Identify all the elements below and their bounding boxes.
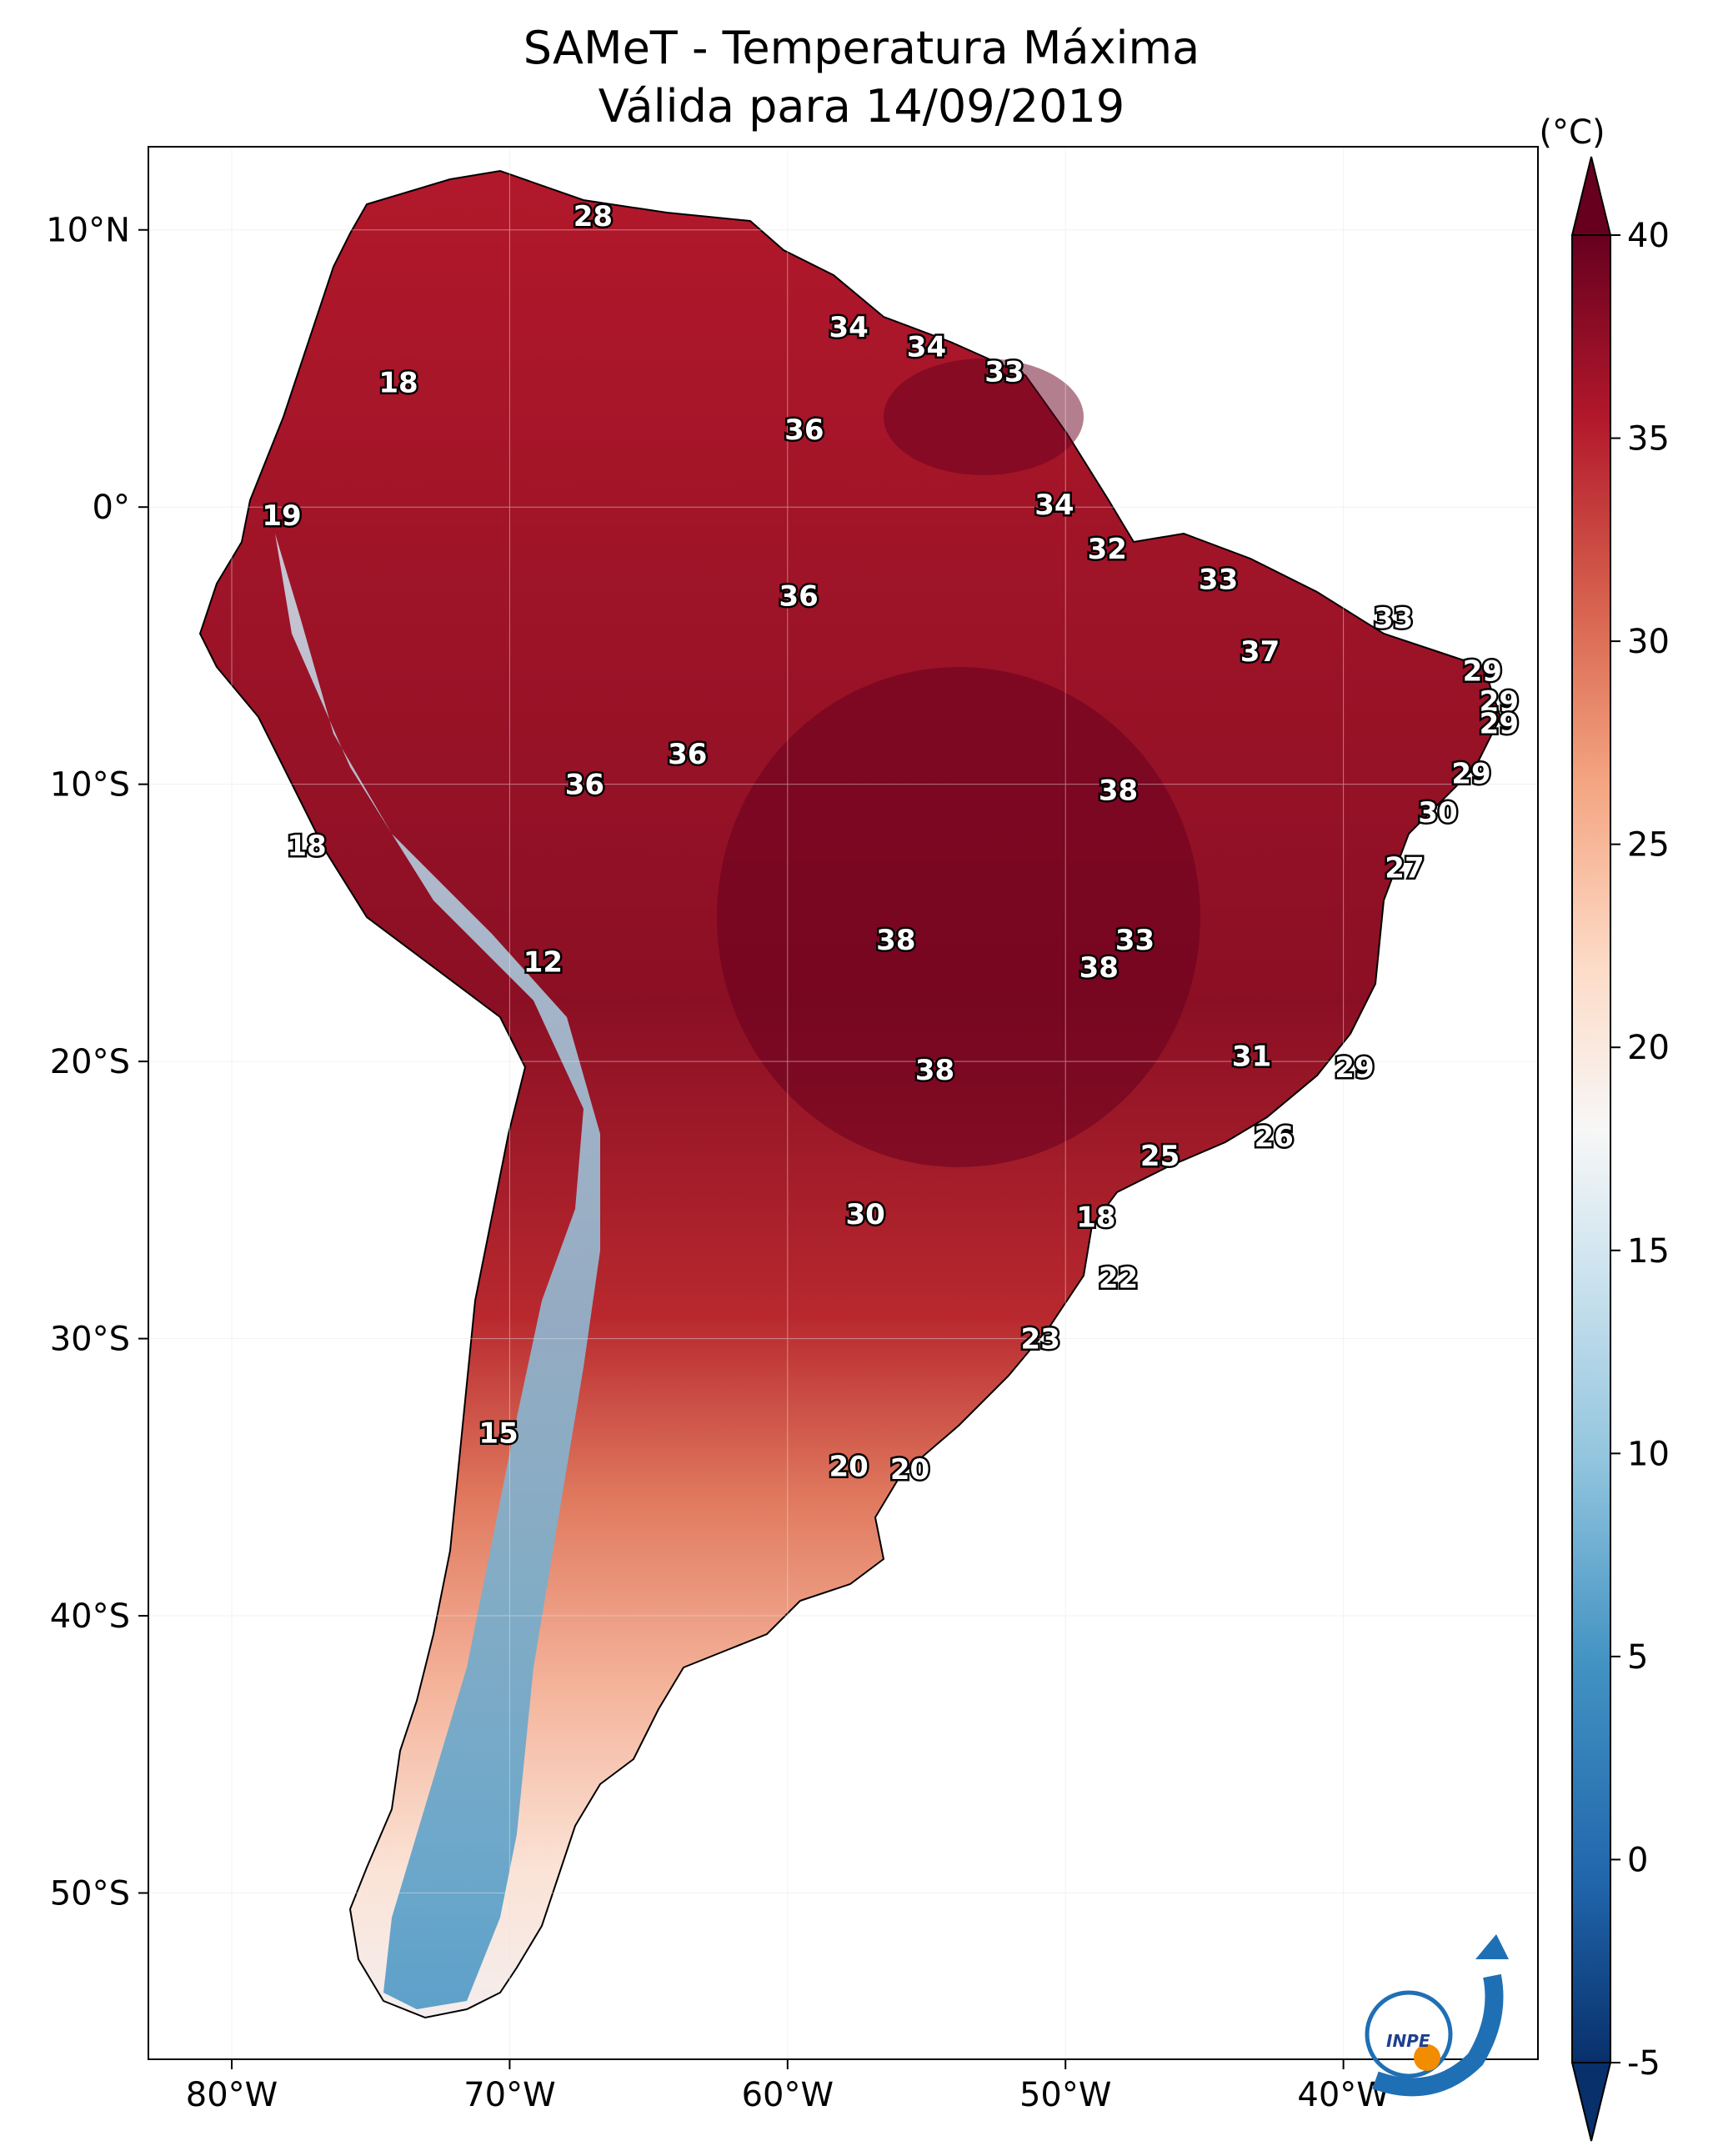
temperature-value-label: 36: [565, 769, 604, 802]
lat-tick-label: 40°S: [50, 1597, 130, 1636]
temperature-value-label: 33: [984, 355, 1024, 389]
hot-core-region: [717, 667, 1200, 1167]
temperature-value-label: 36: [784, 414, 824, 447]
temperature-value-label: 30: [846, 1198, 885, 1231]
lat-tick-label: 10°S: [50, 766, 130, 805]
temperature-value-label: 27: [1385, 851, 1424, 885]
lat-tick-label: 0°: [93, 489, 130, 527]
temperature-value-label: 33: [1374, 602, 1413, 635]
temperature-value-label: 33: [1115, 924, 1155, 957]
temperature-value-label: 37: [1240, 635, 1280, 669]
colorbar-ticks: 40 35 30 25 20 15 10 5 0 -5: [1610, 217, 1670, 2083]
inpe-logo-arrowhead: [1475, 1934, 1509, 1959]
temperature-value-label: 38: [876, 924, 915, 957]
map-frame: [148, 146, 1539, 2060]
temperature-value-label: 30: [1418, 796, 1457, 830]
colorbar-tick-label: -5: [1627, 2044, 1660, 2083]
longitude-axis: 80°W 70°W 60°W 50°W 40°W: [186, 2059, 1390, 2114]
temperature-value-label: 38: [1099, 774, 1138, 807]
temperature-value-label: 29: [1463, 654, 1502, 688]
temperature-value-label: 34: [1034, 489, 1074, 522]
lat-tick-label: 30°S: [50, 1321, 130, 1359]
temperature-value-label: 18: [287, 830, 326, 863]
temperature-value-label: 18: [1076, 1201, 1115, 1234]
temperature-value-label: 25: [1140, 1140, 1180, 1173]
temperature-value-label: 12: [523, 945, 563, 979]
temperature-value-label: 28: [573, 200, 613, 233]
colorbar-tick-label: 40: [1627, 217, 1670, 255]
temperature-value-label: 19: [262, 499, 301, 533]
temperature-value-label: 36: [668, 738, 707, 771]
temperature-value-label: 34: [907, 330, 946, 364]
lon-tick-label: 60°W: [742, 2076, 834, 2114]
colorbar-tick-label: 10: [1627, 1435, 1670, 1473]
temperature-value-label: 20: [890, 1453, 929, 1487]
temperature-value-label: 31: [1232, 1040, 1271, 1073]
colorbar-tick-label: 0: [1627, 1841, 1648, 1879]
temperature-value-label: 29: [1451, 757, 1490, 790]
temperature-value-label: 22: [1099, 1261, 1138, 1295]
colorbar-top-arrow: [1570, 156, 1612, 236]
colorbar-body: [1571, 234, 1611, 2063]
latitude-axis: 10°N 0° 10°S 20°S 30°S 40°S 50°S: [46, 212, 148, 1913]
temperature-value-label: 18: [378, 367, 418, 400]
temperature-value-label: 38: [915, 1054, 954, 1087]
map-title: SAMeT - Temperatura Máxima: [523, 22, 1200, 74]
lon-tick-label: 80°W: [186, 2076, 278, 2114]
lat-tick-label: 10°N: [46, 212, 130, 250]
temperature-value-label: 32: [1088, 533, 1127, 566]
colorbar-bottom-arrow: [1570, 2062, 1612, 2142]
lat-tick-label: 50°S: [50, 1875, 130, 1913]
inpe-logo-text: INPE: [1386, 2031, 1430, 2051]
colorbar: (°C) 40 35 30 25 20 15 10 5 0 -5: [1539, 113, 1670, 2142]
inpe-logo-orbit: [1365, 1990, 1453, 2078]
colorbar-tick-label: 20: [1627, 1029, 1670, 1067]
colorbar-tick-label: 15: [1627, 1232, 1670, 1271]
temperature-value-label: 33: [1199, 564, 1238, 597]
colorbar-tick-label: 5: [1627, 1638, 1648, 1677]
lon-tick-label: 50°W: [1019, 2076, 1111, 2114]
lon-tick-label: 70°W: [463, 2076, 555, 2114]
temperature-value-label: 36: [779, 580, 818, 614]
colorbar-tick-label: 30: [1627, 623, 1670, 661]
inpe-logo-arrow: [1372, 1973, 1504, 2097]
colorbar-unit: (°C): [1539, 113, 1605, 152]
temperature-value-label: 38: [1079, 951, 1119, 985]
inpe-logo-graphic: INPE: [1365, 1934, 1509, 2097]
temperature-value-label: 26: [1255, 1121, 1294, 1154]
temperature-value-label: 34: [829, 311, 869, 344]
temperature-value-label: 20: [829, 1451, 869, 1484]
colorbar-tick-label: 35: [1627, 420, 1670, 459]
graticule: [148, 147, 1538, 2059]
inpe-logo-dot: [1414, 2044, 1440, 2071]
lon-tick-label: 40°W: [1297, 2076, 1389, 2114]
northern-hot-region: [884, 358, 1084, 475]
andes-cold-band: [275, 534, 600, 2009]
temperature-value-label: 15: [478, 1417, 518, 1451]
temperature-value-label: 23: [1021, 1323, 1060, 1356]
temperature-value-label: 29: [1480, 685, 1519, 719]
temperature-value-label: 29: [1335, 1051, 1374, 1085]
map-subtitle: Válida para 14/09/2019: [598, 80, 1125, 133]
lat-tick-label: 20°S: [50, 1043, 130, 1081]
colorbar-tick-label: 25: [1627, 826, 1670, 865]
temperature-value-label: 29: [1480, 708, 1519, 741]
